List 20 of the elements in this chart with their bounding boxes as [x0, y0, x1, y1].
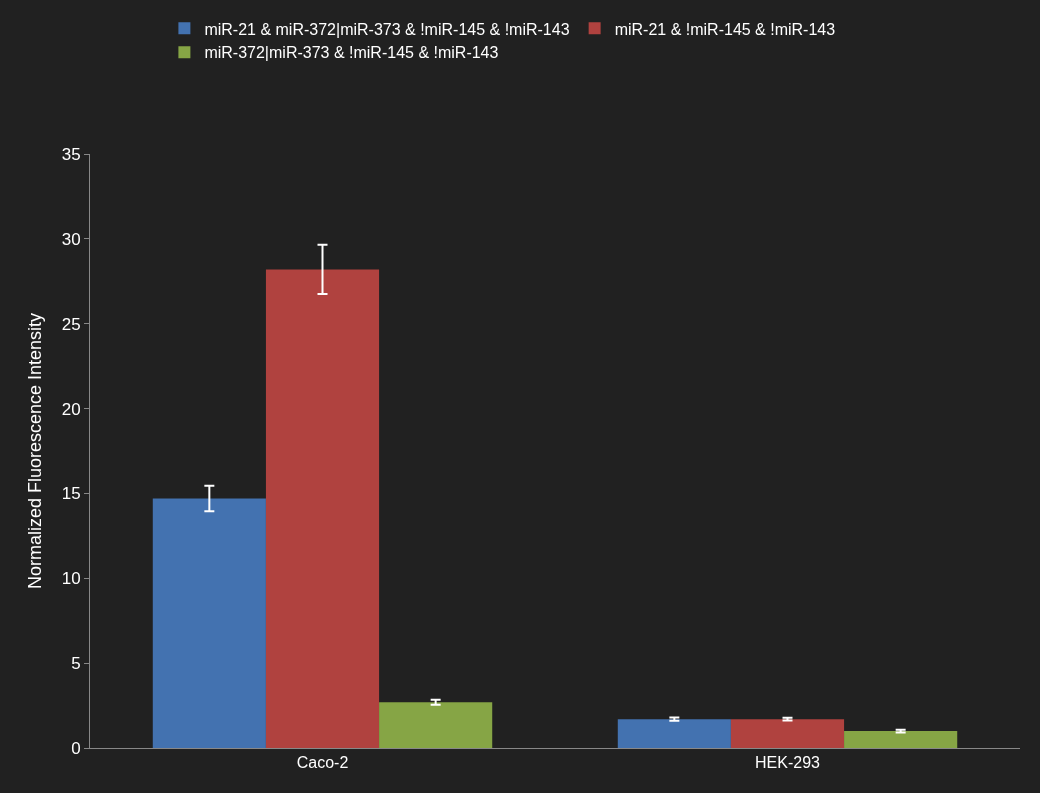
bar: [152, 498, 266, 748]
legend-label: miR-21 & !miR-145 & !miR-143: [614, 20, 836, 38]
legend-label: miR-372|miR-373 & !miR-145 & !miR-143: [204, 44, 499, 62]
bar: [265, 269, 380, 748]
bar: [730, 719, 845, 748]
x-tick-label: HEK-293: [755, 754, 821, 772]
bar: [844, 731, 958, 748]
y-axis-title: Normalized Fluorescence Intensity: [24, 312, 45, 590]
y-tick-label: 5: [71, 654, 81, 674]
legend-label: miR-21 & miR-372|miR-373 & !miR-145 & !miR-143: [204, 20, 570, 38]
bar: [617, 719, 731, 748]
y-tick-label: 30: [61, 229, 81, 249]
y-tick-label: 10: [61, 569, 81, 589]
x-tick-label: Caco-2: [296, 754, 349, 772]
y-tick-label: 20: [61, 399, 81, 419]
y-tick-label: 0: [71, 738, 81, 758]
y-tick-label: 15: [61, 484, 81, 504]
y-tick-label: 35: [61, 144, 81, 164]
bar: [379, 702, 493, 748]
y-tick-label: 25: [61, 314, 81, 334]
